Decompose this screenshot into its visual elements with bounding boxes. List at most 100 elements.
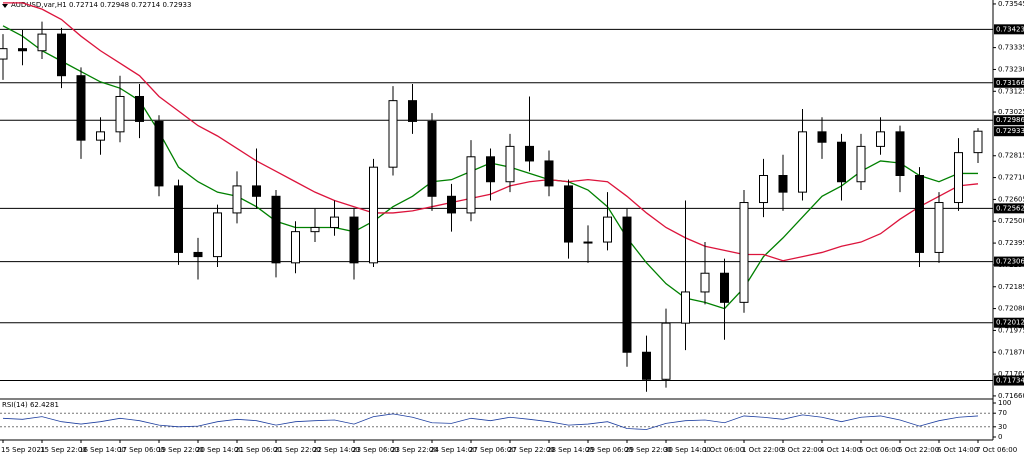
- candle-body: [798, 131, 807, 193]
- y-tick-label: 0.72185: [998, 283, 1024, 291]
- rsi-tick-label: 100: [998, 399, 1011, 407]
- level-label: 0.73423: [996, 25, 1024, 33]
- x-tick-label: 4 Oct 14:00: [820, 446, 861, 454]
- candle-body: [817, 131, 827, 143]
- candle-body: [388, 100, 398, 168]
- rsi-label: RSI(14) 62.4281: [2, 401, 59, 409]
- x-tick-label: 19 Sep 22:00: [157, 446, 204, 454]
- x-tick-label: 17 Sep 06:00: [118, 446, 165, 454]
- candle-body: [18, 48, 27, 52]
- level-label-box: [994, 203, 1024, 214]
- candle-body: [915, 175, 924, 253]
- candle-body: [193, 251, 203, 258]
- menu-arrow[interactable]: [2, 4, 8, 8]
- y-tick-label: 0.71765: [998, 370, 1024, 378]
- x-tick-label: 23 Sep 22:00: [391, 446, 438, 454]
- x-tick-label: 22 Sep 14:00: [313, 446, 360, 454]
- x-tick-label: 28 Sep 14:00: [547, 446, 594, 454]
- level-label: 0.72986: [996, 116, 1024, 124]
- level-label: 0.71734: [996, 377, 1024, 385]
- x-tick-label: 29 Sep 22:00: [625, 446, 672, 454]
- current-price-box: [994, 126, 1024, 137]
- candle-body: [564, 185, 573, 243]
- level-label-box: [994, 115, 1024, 126]
- level-label-box: [994, 317, 1024, 328]
- x-tick-label: 1 Oct 06:00: [703, 446, 744, 454]
- x-tick-label: 7 Oct 06:00: [976, 446, 1017, 454]
- candle-body: [544, 160, 554, 187]
- rsi-tick-label: 30: [998, 423, 1007, 431]
- y-tick-label: 0.73025: [998, 108, 1024, 116]
- candle-body: [622, 216, 632, 353]
- candle-body: [603, 216, 612, 243]
- candle-body: [837, 141, 846, 183]
- candle-body: [700, 272, 710, 293]
- candle-body: [486, 156, 495, 183]
- candle-body: [76, 75, 86, 141]
- candle-body: [427, 120, 437, 197]
- level-label: 0.72562: [996, 204, 1024, 212]
- y-tick-label: 0.71975: [998, 326, 1024, 334]
- candle-body: [252, 185, 261, 197]
- candle-body: [349, 216, 359, 264]
- x-tick-label: 5 Oct 22:00: [898, 446, 939, 454]
- x-tick-label: 5 Oct 06:00: [859, 446, 900, 454]
- candle-body: [271, 195, 281, 264]
- y-tick-label: 0.72395: [998, 239, 1024, 247]
- y-tick-label: 0.73335: [998, 44, 1024, 52]
- candle-body: [934, 202, 944, 253]
- level-label-box: [994, 77, 1024, 88]
- x-tick-label: 30 Sep 14:00: [664, 446, 711, 454]
- candle-body: [37, 33, 47, 52]
- candle-body: [739, 202, 749, 303]
- candle-body: [759, 175, 768, 204]
- candle-body: [778, 175, 788, 193]
- candle-body: [135, 95, 144, 122]
- x-tick-label: 21 Sep 06:00: [235, 446, 282, 454]
- x-tick-label: 27 Sep 22:00: [508, 446, 555, 454]
- candle-body: [856, 145, 866, 183]
- x-tick-label: 27 Sep 06:00: [469, 446, 516, 454]
- x-tick-label: 15 Sep 22:00: [40, 446, 87, 454]
- candle-body: [973, 130, 983, 154]
- candle-body: [447, 195, 456, 214]
- candle-body: [642, 351, 651, 380]
- level-label-box: [994, 24, 1024, 35]
- candle-body: [525, 145, 534, 162]
- candle-body: [310, 226, 320, 233]
- rsi-tick-label: 70: [998, 409, 1007, 417]
- candle-body: [954, 152, 963, 204]
- x-tick-label: 16 Sep 14:00: [79, 446, 126, 454]
- candle-body: [174, 185, 183, 253]
- chart-title: AUDUSD,var,H1 0.72714 0.72948 0.72714 0.…: [11, 1, 191, 9]
- x-tick-label: 20 Sep 14:00: [196, 446, 243, 454]
- current-price-label: 0.72933: [996, 127, 1024, 135]
- candle-body: [115, 95, 125, 133]
- y-tick-label: 0.73545: [998, 0, 1024, 8]
- candle-body: [408, 100, 417, 122]
- candle-body: [96, 131, 105, 141]
- rsi-line: [2, 413, 979, 430]
- level-label-box: [994, 256, 1024, 267]
- y-tick-label: 0.73125: [998, 87, 1024, 95]
- candle-body: [0, 48, 8, 60]
- x-tick-label: 3 Oct 22:00: [781, 446, 822, 454]
- rsi-tick-label: 0: [998, 433, 1002, 441]
- candle-body: [681, 291, 690, 324]
- x-tick-label: 21 Sep 22:00: [274, 446, 321, 454]
- candle-body: [213, 212, 222, 258]
- candle-body: [661, 322, 671, 380]
- candle-body: [291, 231, 300, 264]
- candle-body: [369, 166, 378, 264]
- level-label-box: [994, 375, 1024, 386]
- x-tick-label: 15 Sep 2021: [1, 446, 45, 454]
- x-tick-label: 24 Sep 14:00: [430, 446, 477, 454]
